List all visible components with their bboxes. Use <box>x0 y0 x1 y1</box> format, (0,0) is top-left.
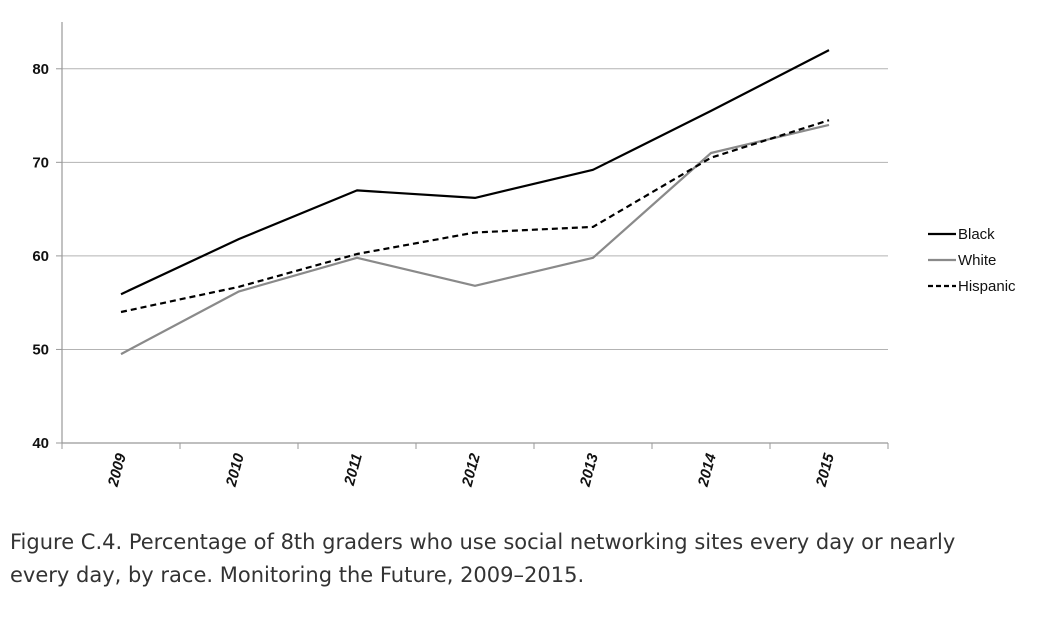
x-tick-label-2014: 2014 <box>695 451 720 489</box>
y-axis-ticks: 40 50 60 70 80 <box>32 61 49 452</box>
legend-label-white: White <box>958 252 996 269</box>
series-line-hispanic <box>120 119 830 314</box>
legend-label-black: Black <box>958 226 995 243</box>
x-tick-label-2009: 2009 <box>105 451 130 489</box>
x-tick-label-2015: 2015 <box>813 451 838 489</box>
series-lines <box>120 49 830 356</box>
series-line-white <box>120 123 830 356</box>
series-line-black <box>120 49 830 296</box>
y-tick-label-80: 80 <box>32 61 49 78</box>
chart-container: 40 50 60 70 80 2009 2010 2011 2012 2013 2014 2015 … <box>32 22 1016 489</box>
y-tick-label-60: 60 <box>32 248 49 265</box>
gridlines <box>62 68 888 350</box>
figure-caption: Figure C.4. Percentage of 8th graders wh… <box>10 530 956 587</box>
y-tick-label-50: 50 <box>32 341 49 358</box>
x-tick-label-2011: 2011 <box>341 452 366 489</box>
x-tick-label-2012: 2012 <box>459 451 484 489</box>
y-tick-label-70: 70 <box>32 154 49 171</box>
y-tick-label-40: 40 <box>32 435 49 452</box>
axes <box>56 22 889 449</box>
legend: Black White Hispanic <box>928 226 1016 295</box>
x-tick-label-2013: 2013 <box>577 451 602 489</box>
x-tick-label-2010: 2010 <box>223 451 248 489</box>
legend-label-hispanic: Hispanic <box>958 278 1016 295</box>
x-axis-ticks: 2009 2010 2011 2012 2013 2014 2015 <box>105 451 838 489</box>
